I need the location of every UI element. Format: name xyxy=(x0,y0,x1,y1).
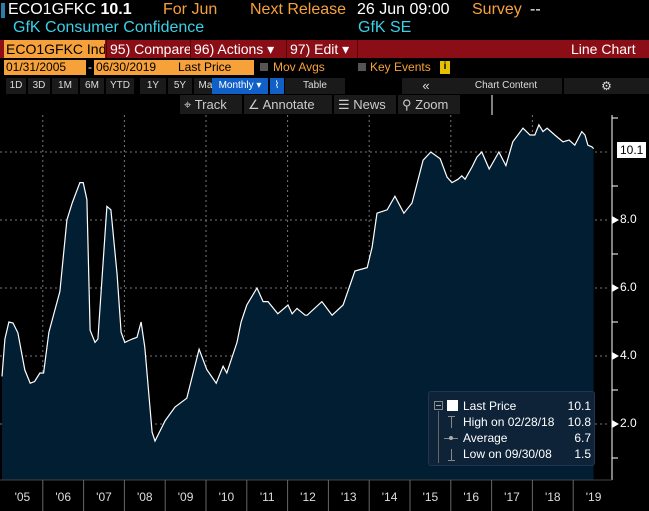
period-button-3d[interactable]: 3D xyxy=(28,78,50,94)
legend-average: Average 6.7 xyxy=(463,431,591,445)
x-tick-label: '19 xyxy=(585,490,602,504)
end-date-input[interactable]: 06/30/2019 xyxy=(94,60,176,75)
x-tick-label: '06 xyxy=(55,490,71,504)
collapse-button[interactable]: « xyxy=(402,78,450,94)
legend-tree-line xyxy=(438,411,439,463)
key-events-label[interactable]: Key Events xyxy=(370,60,431,74)
frequency-select[interactable]: Monthly ▾ xyxy=(212,78,268,94)
x-tick-label: '08 xyxy=(136,490,153,504)
x-tick-label: '12 xyxy=(300,490,316,504)
x-tick-label: '07 xyxy=(96,490,112,504)
legend-high: High on 02/28/18 10.8 xyxy=(463,415,591,429)
news-button[interactable]: ☰ News xyxy=(334,95,396,114)
mov-avgs-label[interactable]: Mov Avgs xyxy=(273,60,325,74)
series-swatch xyxy=(447,400,458,411)
range-dash: - xyxy=(88,60,92,74)
y-tick-label: 2.0 xyxy=(620,416,637,430)
x-tick-label: '13 xyxy=(340,490,357,504)
chart-type-label: Line Chart xyxy=(571,41,636,57)
x-tick-label: '09 xyxy=(177,490,194,504)
news-icon: ☰ xyxy=(338,97,354,112)
period-label: For Jun xyxy=(163,1,218,18)
zoom-button[interactable]: ⚲ Zoom xyxy=(398,95,460,114)
table-button[interactable]: Table xyxy=(285,78,345,94)
security-name: GfK Consumer Confidence xyxy=(13,19,205,36)
key-events-checkbox[interactable] xyxy=(358,63,366,71)
edit-button[interactable]: 97) Edit ▾ xyxy=(286,40,358,58)
annotate-button[interactable]: ∠ Annotate xyxy=(244,95,332,114)
chart-content-button[interactable]: Chart Content xyxy=(450,78,562,94)
low-marker-icon xyxy=(448,449,455,461)
compare-button[interactable]: 95) Compare xyxy=(106,40,192,58)
last-value: 10.1 xyxy=(100,1,132,18)
mov-avgs-checkbox[interactable] xyxy=(260,63,268,71)
collapse-legend-icon[interactable] xyxy=(434,401,443,410)
y-tick-marker xyxy=(612,420,619,428)
period-button-ytd[interactable]: YTD xyxy=(106,78,134,94)
news-label: News xyxy=(353,97,386,112)
info-icon[interactable]: i xyxy=(440,61,450,74)
x-tick-label: '14 xyxy=(381,490,398,504)
legend-low: Low on 09/30/08 1.5 xyxy=(463,447,591,461)
period-button-1m[interactable]: 1M xyxy=(52,78,78,94)
x-tick-label: '15 xyxy=(422,490,439,504)
y-tick-marker xyxy=(612,284,619,292)
y-tick-marker xyxy=(612,216,619,224)
start-date-input[interactable]: 01/31/2005 xyxy=(4,60,86,75)
gear-icon[interactable]: ⚙ xyxy=(564,78,649,94)
period-button-6m[interactable]: 6M xyxy=(80,78,104,94)
next-release-date: 26 Jun 09:00 xyxy=(357,1,450,18)
x-tick-label: '18 xyxy=(544,490,561,504)
magnifier-icon: ⚲ xyxy=(402,97,416,112)
next-release-label: Next Release xyxy=(250,1,347,18)
zoom-label: Zoom xyxy=(415,97,449,112)
annotate-label: Annotate xyxy=(262,97,315,112)
average-marker-icon xyxy=(444,436,458,440)
period-button-1y[interactable]: 1Y xyxy=(140,78,166,94)
high-marker-icon xyxy=(448,416,455,428)
function-bar xyxy=(0,40,649,58)
track-button[interactable]: ⌖ Track xyxy=(180,95,242,114)
legend-last-price: Last Price 10.1 xyxy=(463,399,591,413)
last-value-badge: 10.1 xyxy=(617,142,647,158)
survey-value: -- xyxy=(530,1,541,18)
x-tick-label: '10 xyxy=(218,490,235,504)
x-tick-label: '17 xyxy=(504,490,520,504)
series-line xyxy=(1,123,595,443)
period-button-1d[interactable]: 1D xyxy=(6,78,26,94)
line-chart-icon[interactable]: ⌇ xyxy=(270,78,284,94)
y-tick-label: 8.0 xyxy=(620,212,637,226)
source-name: GfK SE xyxy=(358,19,412,36)
ticker-marker xyxy=(1,3,5,18)
x-tick-label: '11 xyxy=(259,490,275,504)
pencil-icon: ∠ xyxy=(248,97,263,112)
field-select[interactable]: Last Price xyxy=(176,60,254,75)
security-field[interactable]: ECO1GFKC Index xyxy=(4,40,105,58)
chart-legend: Last Price 10.1 High on 02/28/18 10.8 Aver… xyxy=(428,391,595,466)
crosshair-icon: ⌖ xyxy=(184,97,195,112)
track-label: Track xyxy=(194,97,227,112)
ticker-symbol: ECO1GFKC 10.1 xyxy=(8,1,132,18)
x-tick-label: '05 xyxy=(14,490,31,504)
y-tick-marker xyxy=(612,352,619,360)
period-button-5y[interactable]: 5Y xyxy=(168,78,192,94)
y-tick-label: 4.0 xyxy=(620,348,637,362)
x-tick-label: '16 xyxy=(463,490,479,504)
survey-label: Survey xyxy=(472,1,522,18)
y-tick-label: 6.0 xyxy=(620,280,637,294)
actions-button[interactable]: 96) Actions ▾ xyxy=(190,40,286,58)
